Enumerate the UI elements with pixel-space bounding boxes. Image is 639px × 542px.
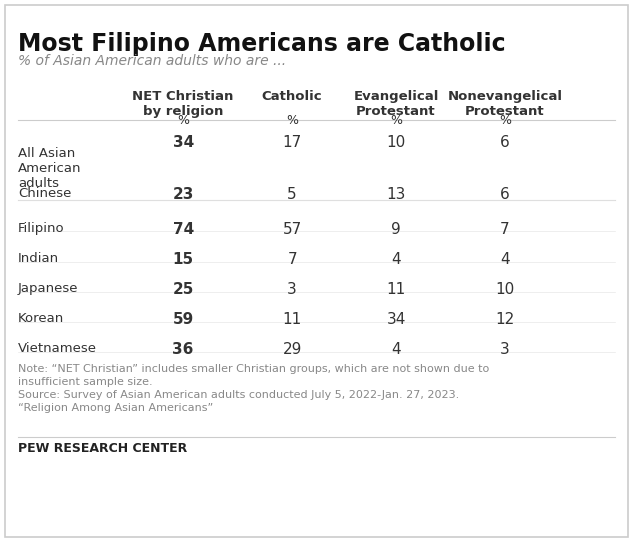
Text: Korean: Korean	[18, 312, 64, 325]
Text: 4: 4	[500, 252, 510, 267]
Text: 9: 9	[391, 222, 401, 237]
Text: 10: 10	[387, 135, 406, 150]
Text: 15: 15	[173, 252, 194, 267]
Text: Note: “NET Christian” includes smaller Christian groups, which are not shown due: Note: “NET Christian” includes smaller C…	[18, 364, 489, 374]
Text: Indian: Indian	[18, 252, 59, 265]
Text: 12: 12	[495, 312, 514, 327]
Text: 57: 57	[282, 222, 302, 237]
Text: 7: 7	[288, 252, 297, 267]
Text: 34: 34	[173, 135, 194, 150]
Text: 5: 5	[288, 187, 297, 202]
Text: 59: 59	[173, 312, 194, 327]
Text: % of Asian American adults who are ...: % of Asian American adults who are ...	[18, 54, 286, 68]
Text: “Religion Among Asian Americans”: “Religion Among Asian Americans”	[18, 403, 213, 413]
Text: %: %	[499, 114, 511, 127]
Text: 4: 4	[391, 342, 401, 357]
Text: Most Filipino Americans are Catholic: Most Filipino Americans are Catholic	[18, 32, 505, 56]
Text: Nonevangelical
Protestant: Nonevangelical Protestant	[447, 90, 562, 118]
Text: insufficient sample size.: insufficient sample size.	[18, 377, 153, 387]
Text: Catholic: Catholic	[262, 90, 323, 103]
Text: Evangelical
Protestant: Evangelical Protestant	[353, 90, 439, 118]
Text: 10: 10	[495, 282, 514, 297]
Text: 3: 3	[287, 282, 297, 297]
Text: PEW RESEARCH CENTER: PEW RESEARCH CENTER	[18, 442, 187, 455]
Text: 13: 13	[387, 187, 406, 202]
Text: 7: 7	[500, 222, 510, 237]
Text: %: %	[390, 114, 402, 127]
Text: 29: 29	[282, 342, 302, 357]
Text: 11: 11	[387, 282, 406, 297]
Text: 25: 25	[173, 282, 194, 297]
Text: All Asian
American
adults: All Asian American adults	[18, 147, 81, 190]
Text: 17: 17	[282, 135, 302, 150]
Text: %: %	[286, 114, 298, 127]
Text: Chinese: Chinese	[18, 187, 71, 200]
Text: Vietnamese: Vietnamese	[18, 342, 97, 355]
Text: 23: 23	[173, 187, 194, 202]
FancyBboxPatch shape	[5, 5, 627, 537]
Text: 6: 6	[500, 135, 510, 150]
Text: 3: 3	[500, 342, 510, 357]
Text: 4: 4	[391, 252, 401, 267]
Text: 11: 11	[282, 312, 302, 327]
Text: 34: 34	[387, 312, 406, 327]
Text: Filipino: Filipino	[18, 222, 65, 235]
Text: Source: Survey of Asian American adults conducted July 5, 2022-Jan. 27, 2023.: Source: Survey of Asian American adults …	[18, 390, 459, 400]
Text: NET Christian
by religion: NET Christian by religion	[132, 90, 234, 118]
Text: 74: 74	[173, 222, 194, 237]
Text: Japanese: Japanese	[18, 282, 79, 295]
Text: 6: 6	[500, 187, 510, 202]
Text: 36: 36	[173, 342, 194, 357]
Text: %: %	[177, 114, 189, 127]
